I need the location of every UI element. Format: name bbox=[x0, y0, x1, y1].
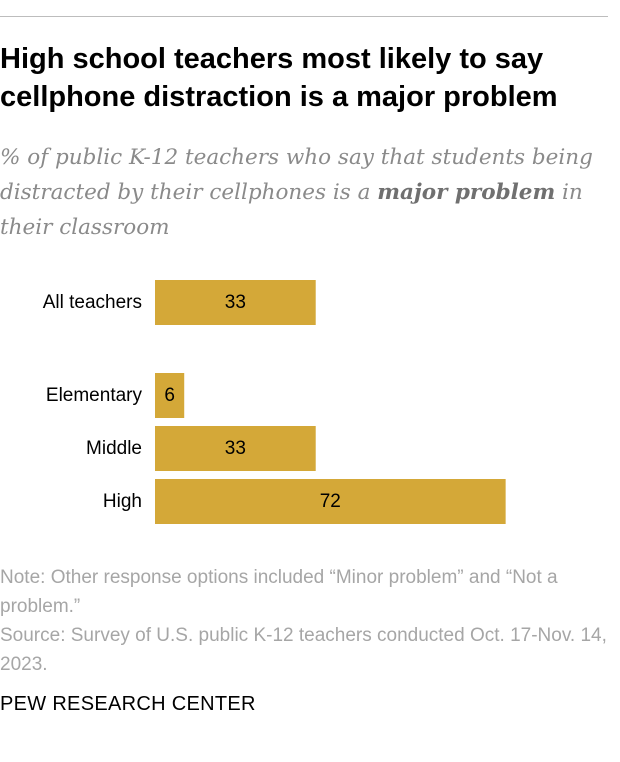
value-label-all-teachers: 33 bbox=[225, 292, 246, 313]
brand-logo-text: PEW RESEARCH CENTER bbox=[0, 693, 256, 715]
value-label-high: 72 bbox=[320, 491, 341, 512]
bar-chart: All teachers 33 Elementary 6 Middle 33 High 72 bbox=[43, 280, 506, 524]
category-label-middle: Middle bbox=[86, 438, 142, 459]
subtitle-emphasis: major problem bbox=[377, 180, 556, 205]
value-label-elementary: 6 bbox=[164, 385, 175, 406]
category-label-high: High bbox=[103, 491, 142, 512]
chart-note: Note: Other response options included “M… bbox=[0, 567, 558, 617]
subtitle-text-start: % of public K-12 teachers who say that s… bbox=[0, 145, 593, 205]
chart-subtitle: % of public K-12 teachers who say that s… bbox=[0, 140, 612, 245]
bar-all-teachers bbox=[155, 280, 316, 325]
category-label-elementary: Elementary bbox=[46, 385, 143, 406]
chart-title: High school teachers most likely to say … bbox=[0, 43, 558, 113]
chart-source: Source: Survey of U.S. public K-12 teach… bbox=[0, 625, 607, 675]
bar-middle bbox=[155, 426, 316, 471]
top-divider bbox=[0, 16, 608, 17]
bar-elementary bbox=[155, 373, 185, 418]
bar-high bbox=[155, 479, 506, 524]
category-label-all-teachers: All teachers bbox=[43, 292, 142, 313]
value-label-middle: 33 bbox=[225, 438, 246, 459]
subtitle-text-end: in their classroom bbox=[0, 180, 583, 240]
